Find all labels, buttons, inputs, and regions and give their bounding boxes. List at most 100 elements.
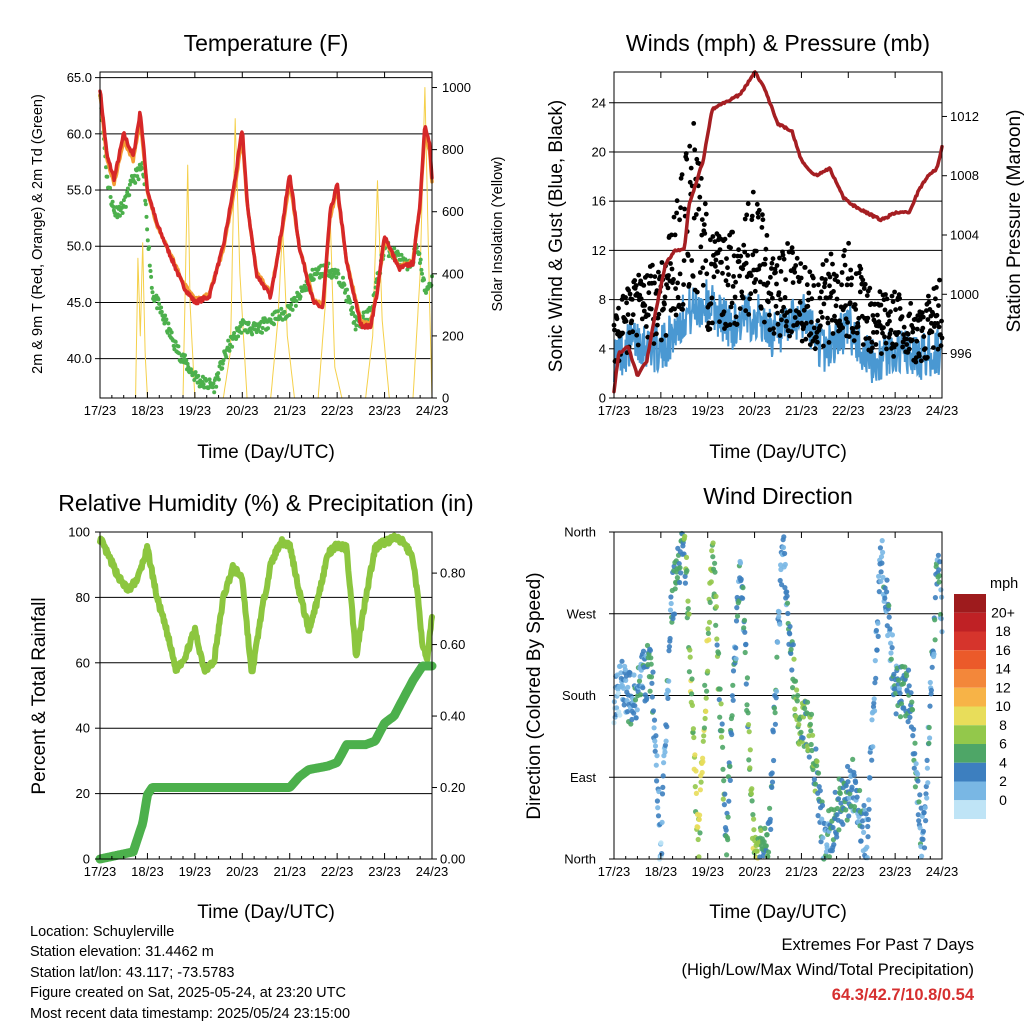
gust-point (723, 278, 729, 284)
gust-point (848, 267, 854, 273)
gust-point (752, 288, 758, 294)
dewpoint-point (232, 331, 237, 335)
direction-point (705, 630, 712, 637)
gust-point (764, 233, 770, 238)
direction-point (777, 621, 783, 627)
direction-point (784, 593, 790, 599)
gust-point (910, 325, 916, 331)
direction-point (740, 595, 746, 601)
direction-point (741, 625, 747, 631)
gust-point (892, 289, 897, 295)
gust-point (614, 316, 620, 322)
gust-point (918, 358, 924, 364)
direction-point (919, 853, 925, 859)
direction-point (836, 827, 842, 833)
colorbar-swatch (954, 612, 986, 632)
gust-point (656, 311, 662, 317)
direction-point (692, 784, 698, 790)
temperature-y2tick-label: 0 (442, 391, 449, 406)
gust-point (922, 346, 928, 351)
winds-ytick-label: 24 (592, 95, 606, 110)
dewpoint-point (287, 313, 292, 318)
direction-point (866, 797, 872, 803)
gust-point (851, 338, 857, 343)
gust-point (763, 256, 768, 262)
direction-point (614, 705, 620, 711)
gust-point (938, 343, 944, 349)
direction-point (690, 726, 697, 732)
gust-point (717, 319, 722, 325)
gust-point (655, 322, 660, 328)
gust-point (834, 296, 840, 302)
direction-point (910, 733, 916, 739)
direction-point (832, 789, 838, 795)
gust-point (683, 151, 689, 156)
direction-point (692, 752, 698, 758)
gust-point (811, 325, 817, 331)
direction-point (861, 802, 867, 809)
direction-point (699, 769, 705, 776)
gust-point (662, 294, 668, 300)
direction-point (701, 725, 708, 731)
direction-point (907, 714, 913, 721)
gust-point (900, 344, 905, 350)
gust-point (822, 284, 827, 290)
direction-point (633, 715, 639, 721)
temperature-xtick-label: 22/23 (321, 403, 354, 418)
gust-point (899, 314, 905, 319)
gust-point (804, 282, 810, 288)
gust-point (835, 279, 841, 285)
dewpoint-point (353, 327, 358, 332)
direction-point (696, 854, 702, 860)
gust-point (697, 194, 703, 200)
gust-point (648, 306, 654, 312)
direction-ytick-label: East (570, 770, 596, 785)
gust-point (731, 253, 737, 259)
gust-point (790, 280, 796, 285)
direction-point (667, 635, 673, 642)
dewpoint-point (212, 390, 217, 395)
colorbar-label: 2 (999, 773, 1007, 789)
direction-point (774, 654, 780, 660)
direction-point (662, 749, 668, 755)
direction-point (748, 791, 755, 797)
gust-point (687, 179, 693, 185)
temperature-xlabel: Time (Day/UTC) (197, 442, 335, 463)
dewpoint-point (220, 366, 225, 371)
colorbar: 20+ 18 16 14 12 10 8 6 4 2 0 (954, 594, 1015, 819)
gust-point (675, 280, 680, 286)
gust-point (884, 296, 890, 302)
direction-point (729, 693, 736, 699)
gust-point (685, 253, 691, 258)
gust-point (690, 274, 696, 279)
direction-point (693, 768, 699, 774)
gust-point (850, 326, 856, 332)
direction-point (617, 712, 623, 718)
direction-point (771, 757, 777, 764)
dewpoint-point (120, 211, 125, 215)
direction-point (722, 791, 728, 797)
gust-point (630, 312, 636, 318)
dewpoint-point (108, 195, 113, 199)
direction-xtick-label: 20/23 (738, 864, 771, 879)
direction-point (668, 600, 674, 607)
gust-point (620, 330, 625, 336)
gust-point (831, 289, 836, 294)
direction-point (702, 682, 708, 688)
gust-point (698, 244, 704, 250)
direction-point (730, 697, 736, 703)
rh-line (97, 532, 435, 675)
direction-point (884, 589, 890, 595)
direction-point (618, 670, 624, 676)
gust-point (742, 216, 748, 222)
gust-point (642, 303, 648, 308)
dewpoint-point (148, 269, 153, 273)
gust-point (846, 334, 852, 339)
gust-point (827, 283, 832, 289)
gust-point (888, 309, 893, 315)
direction-point (773, 688, 780, 694)
winds-ytick-label: 8 (599, 292, 606, 307)
dewpoint-point (294, 299, 299, 304)
gust-point (812, 346, 818, 352)
gust-point (732, 294, 738, 300)
